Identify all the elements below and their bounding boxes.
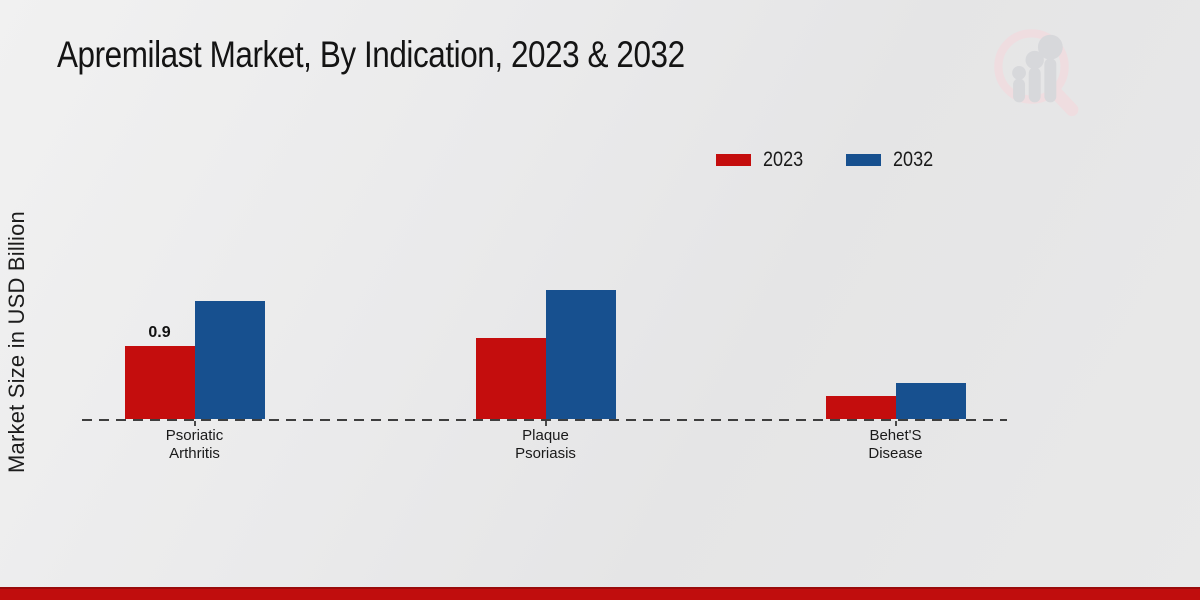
bar-behet-s-disease-2023 xyxy=(825,396,896,419)
chart-title: Apremilast Market, By Indication, 2023 &… xyxy=(57,34,685,75)
bar-value-label: 0.9 xyxy=(148,323,171,341)
legend-label: 2032 xyxy=(892,148,933,171)
legend-item-2032: 2032 xyxy=(845,148,940,172)
legend: 2023 2032 xyxy=(716,148,939,172)
legend-swatch-2023 xyxy=(716,154,751,166)
bar-plaque-psoriasis-2023 xyxy=(475,337,546,419)
bar-behet-s-disease-2032 xyxy=(895,383,966,419)
footer-accent-bar xyxy=(0,587,1200,600)
x-axis-baseline xyxy=(82,419,1007,421)
bar-psoriatic-arthritis-2023 xyxy=(124,345,195,419)
category-label-plaque-psoriasis: Plaque Psoriasis xyxy=(515,427,576,462)
bar-psoriatic-arthritis-2032 xyxy=(194,301,265,419)
bar-plaque-psoriasis-2032 xyxy=(545,290,616,419)
category-label-behet-s-disease: Behet'S Disease xyxy=(868,427,923,462)
axis-tick xyxy=(894,421,897,426)
category-label-psoriatic-arthritis: Psoriatic Arthritis xyxy=(165,427,224,462)
axis-tick xyxy=(193,421,196,426)
axis-tick xyxy=(544,421,547,426)
legend-label: 2023 xyxy=(763,148,804,171)
legend-item-2023: 2023 xyxy=(716,148,810,172)
magnifier-bar-chart-logo-icon xyxy=(994,29,1079,117)
legend-swatch-2032 xyxy=(845,154,881,166)
